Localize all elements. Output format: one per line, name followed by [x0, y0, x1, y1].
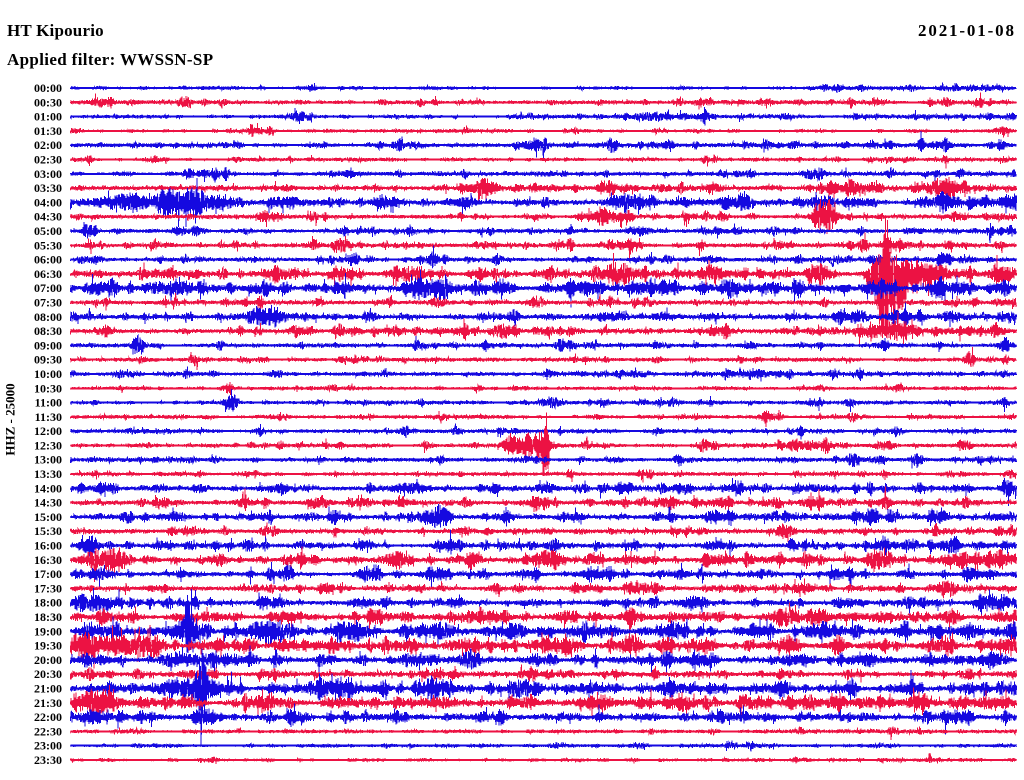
svg-text:08:00: 08:00	[34, 310, 62, 324]
svg-text:04:30: 04:30	[34, 210, 62, 224]
svg-text:01:30: 01:30	[34, 124, 62, 138]
svg-text:06:30: 06:30	[34, 267, 62, 281]
svg-text:13:30: 13:30	[34, 467, 62, 481]
svg-text:19:30: 19:30	[34, 639, 62, 653]
svg-text:02:00: 02:00	[34, 138, 62, 152]
svg-text:10:30: 10:30	[34, 381, 62, 395]
svg-text:23:30: 23:30	[34, 753, 62, 767]
svg-text:04:00: 04:00	[34, 195, 62, 209]
svg-text:17:00: 17:00	[34, 567, 62, 581]
svg-text:09:30: 09:30	[34, 353, 62, 367]
svg-text:20:00: 20:00	[34, 653, 62, 667]
svg-text:13:00: 13:00	[34, 453, 62, 467]
svg-text:11:30: 11:30	[35, 410, 62, 424]
svg-text:08:30: 08:30	[34, 324, 62, 338]
svg-text:10:00: 10:00	[34, 367, 62, 381]
svg-text:21:30: 21:30	[34, 696, 62, 710]
svg-text:00:00: 00:00	[34, 81, 62, 95]
svg-text:02:30: 02:30	[34, 153, 62, 167]
svg-text:18:00: 18:00	[34, 596, 62, 610]
svg-text:03:30: 03:30	[34, 181, 62, 195]
svg-text:18:30: 18:30	[34, 610, 62, 624]
svg-text:15:30: 15:30	[34, 524, 62, 538]
svg-text:16:00: 16:00	[34, 539, 62, 553]
svg-text:21:00: 21:00	[34, 682, 62, 696]
svg-text:12:00: 12:00	[34, 424, 62, 438]
svg-text:01:00: 01:00	[34, 110, 62, 124]
svg-text:22:00: 22:00	[34, 710, 62, 724]
svg-text:06:00: 06:00	[34, 253, 62, 267]
svg-text:16:30: 16:30	[34, 553, 62, 567]
svg-text:07:30: 07:30	[34, 296, 62, 310]
svg-text:23:00: 23:00	[34, 739, 62, 753]
svg-text:22:30: 22:30	[34, 724, 62, 738]
svg-text:00:30: 00:30	[34, 95, 62, 109]
svg-text:07:00: 07:00	[34, 281, 62, 295]
svg-text:11:00: 11:00	[35, 396, 62, 410]
svg-text:20:30: 20:30	[34, 667, 62, 681]
svg-text:05:30: 05:30	[34, 238, 62, 252]
svg-text:15:00: 15:00	[34, 510, 62, 524]
svg-text:09:00: 09:00	[34, 338, 62, 352]
svg-text:14:00: 14:00	[34, 481, 62, 495]
svg-text:12:30: 12:30	[34, 438, 62, 452]
svg-text:14:30: 14:30	[34, 496, 62, 510]
svg-text:03:00: 03:00	[34, 167, 62, 181]
svg-text:19:00: 19:00	[34, 624, 62, 638]
svg-text:17:30: 17:30	[34, 581, 62, 595]
svg-text:05:00: 05:00	[34, 224, 62, 238]
